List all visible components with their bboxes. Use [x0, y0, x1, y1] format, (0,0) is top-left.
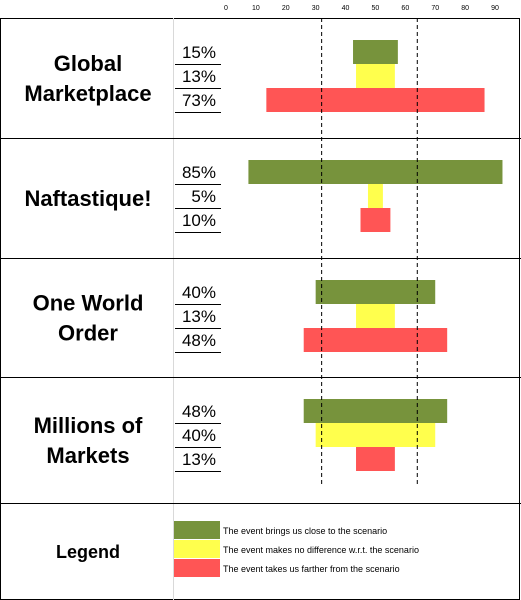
bar-close: [303, 399, 448, 423]
legend-title: Legend: [56, 542, 120, 562]
percent-label: 48%: [182, 331, 216, 350]
percent-label: 15%: [182, 43, 216, 62]
x-tick-label: 90: [491, 5, 499, 12]
percent-label: 5%: [191, 187, 216, 206]
x-tick-label: 80: [461, 5, 469, 12]
percent-label: 13%: [182, 450, 216, 469]
x-tick-label: 30: [312, 5, 320, 12]
x-tick-label: 20: [282, 5, 290, 12]
percent-label: 40%: [182, 426, 216, 445]
scenario-name: Global: [54, 51, 122, 76]
x-tick-label: 40: [342, 5, 350, 12]
bar-farther: [360, 208, 391, 232]
scenario-name: Order: [58, 321, 118, 346]
bar-close: [248, 160, 503, 184]
x-tick-label: 0: [224, 5, 228, 12]
bar-close: [315, 280, 436, 304]
x-tick-label: 10: [252, 5, 260, 12]
scenario-name: Marketplace: [24, 81, 151, 106]
scenario-name: Naftastique!: [24, 186, 151, 211]
legend-label: The event brings us close to the scenari…: [223, 526, 387, 536]
legend-swatch: [174, 521, 220, 539]
scenario-name: Markets: [46, 443, 129, 468]
scenario-name: One World: [33, 291, 144, 316]
percent-label: 85%: [182, 163, 216, 182]
bar-farther: [303, 328, 448, 352]
bar-no-difference: [367, 184, 383, 208]
x-tick-label: 50: [372, 5, 380, 12]
bar-farther: [266, 88, 485, 112]
x-tick-label: 60: [401, 5, 409, 12]
scenario-name: Millions of: [34, 413, 143, 438]
bar-farther: [356, 447, 395, 471]
percent-label: 13%: [182, 67, 216, 86]
legend-swatch: [174, 540, 220, 558]
percent-label: 40%: [182, 283, 216, 302]
bar-close: [353, 40, 398, 64]
x-tick-label: 70: [431, 5, 439, 12]
legend-swatch: [174, 559, 220, 577]
percent-label: 73%: [182, 91, 216, 110]
bar-no-difference: [315, 423, 436, 447]
percent-label: 13%: [182, 307, 216, 326]
legend-label: The event takes us farther from the scen…: [223, 564, 400, 574]
bar-no-difference: [356, 64, 395, 88]
percent-label: 48%: [182, 402, 216, 421]
bar-no-difference: [356, 304, 395, 328]
percent-label: 10%: [182, 211, 216, 230]
legend-label: The event makes no difference w.r.t. the…: [223, 545, 419, 555]
